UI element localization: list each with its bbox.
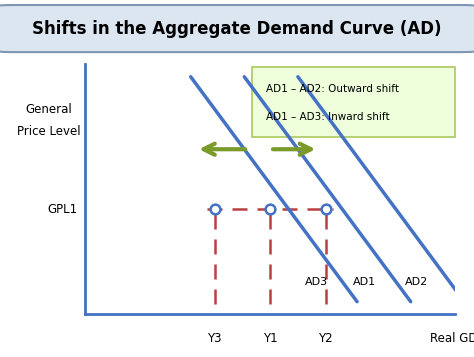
Text: AD1: AD1 (353, 277, 376, 287)
FancyBboxPatch shape (252, 67, 455, 137)
Text: Shifts in the Aggregate Demand Curve (AD): Shifts in the Aggregate Demand Curve (AD… (32, 20, 442, 37)
Text: Y1: Y1 (263, 332, 277, 345)
Text: AD2: AD2 (405, 277, 428, 287)
Text: General: General (25, 103, 72, 116)
Text: GPL1: GPL1 (48, 203, 78, 216)
Text: Y3: Y3 (208, 332, 222, 345)
Text: Price Level: Price Level (17, 125, 80, 138)
Text: AD3: AD3 (305, 277, 328, 287)
FancyBboxPatch shape (0, 5, 474, 52)
Text: Real GDP: Real GDP (430, 332, 474, 345)
Text: Y2: Y2 (319, 332, 333, 345)
Text: AD1 – AD3: Inward shift: AD1 – AD3: Inward shift (266, 112, 390, 122)
Text: AD1 – AD2: Outward shift: AD1 – AD2: Outward shift (266, 84, 400, 94)
